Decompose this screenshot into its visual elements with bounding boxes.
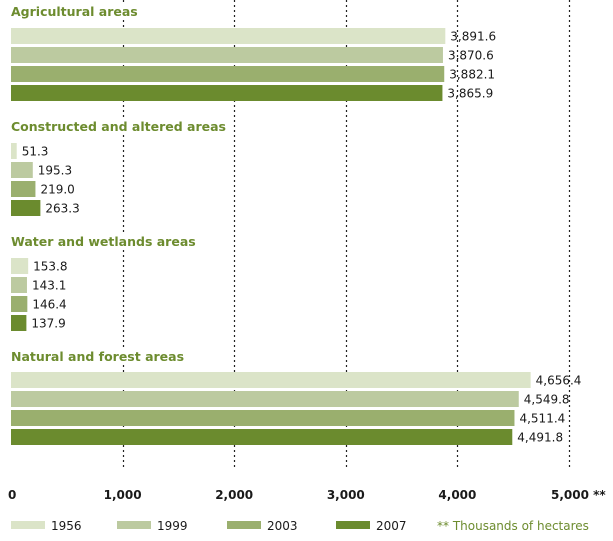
data-label: 4,511.4 xyxy=(519,412,565,426)
bar-1999 xyxy=(11,47,443,63)
data-label: 4,656.4 xyxy=(536,374,582,388)
data-label: 153.8 xyxy=(33,260,67,274)
group-title: Water and wetlands areas xyxy=(11,234,196,249)
bar-1999 xyxy=(11,391,519,407)
bar-1956 xyxy=(11,28,446,44)
data-label: 51.3 xyxy=(22,145,49,159)
legend-label: 1956 xyxy=(51,519,82,533)
data-label: 4,491.8 xyxy=(517,431,563,445)
data-label: 3,891.6 xyxy=(450,30,496,44)
data-label: 4,549.8 xyxy=(524,393,570,407)
bar-1999 xyxy=(11,162,33,178)
data-label: 219.0 xyxy=(40,183,74,197)
group-title-background xyxy=(9,118,231,135)
group-title: Agricultural areas xyxy=(11,4,138,19)
bar-1999 xyxy=(11,277,27,293)
data-label: 3,865.9 xyxy=(447,87,493,101)
legend-label: 1999 xyxy=(157,519,188,533)
legend-label: 2007 xyxy=(376,519,407,533)
bar-2007 xyxy=(11,200,41,216)
legend-label: 2003 xyxy=(267,519,298,533)
group-title: Constructed and altered areas xyxy=(11,119,226,134)
legend-swatch-1999 xyxy=(117,521,151,529)
bar-1956 xyxy=(11,143,17,159)
x-tick-label: 4,000 xyxy=(438,488,476,502)
bar-2003 xyxy=(11,410,515,426)
bar-2007 xyxy=(11,315,27,331)
data-label: 146.4 xyxy=(32,298,66,312)
x-tick-label: 2,000 xyxy=(215,488,253,502)
data-label: 3,882.1 xyxy=(449,68,495,82)
legend-swatch-2003 xyxy=(227,521,261,529)
x-tick-label: 3,000 xyxy=(327,488,365,502)
bar-2003 xyxy=(11,296,28,312)
data-label: 3,870.6 xyxy=(448,49,494,63)
data-label: 137.9 xyxy=(31,317,65,331)
x-tick-label: 0 xyxy=(8,488,16,502)
bar-1956 xyxy=(11,258,29,274)
data-label: 263.3 xyxy=(45,202,79,216)
x-tick-label: 5,000 ** xyxy=(551,488,606,502)
bar-2003 xyxy=(11,181,36,197)
group-title-background xyxy=(9,233,200,250)
group-title-background xyxy=(9,348,189,365)
group-title: Natural and forest areas xyxy=(11,349,184,364)
bar-1956 xyxy=(11,372,531,388)
bar-2007 xyxy=(11,85,443,101)
data-label: 143.1 xyxy=(32,279,66,293)
bar-2003 xyxy=(11,66,445,82)
legend-swatch-2007 xyxy=(336,521,370,529)
group-title-background xyxy=(9,3,142,20)
legend-swatch-1956 xyxy=(11,521,45,529)
data-label: 195.3 xyxy=(38,164,72,178)
bar-2007 xyxy=(11,429,513,445)
x-tick-label: 1,000 xyxy=(104,488,142,502)
unit-note: ** Thousands of hectares xyxy=(437,519,589,533)
